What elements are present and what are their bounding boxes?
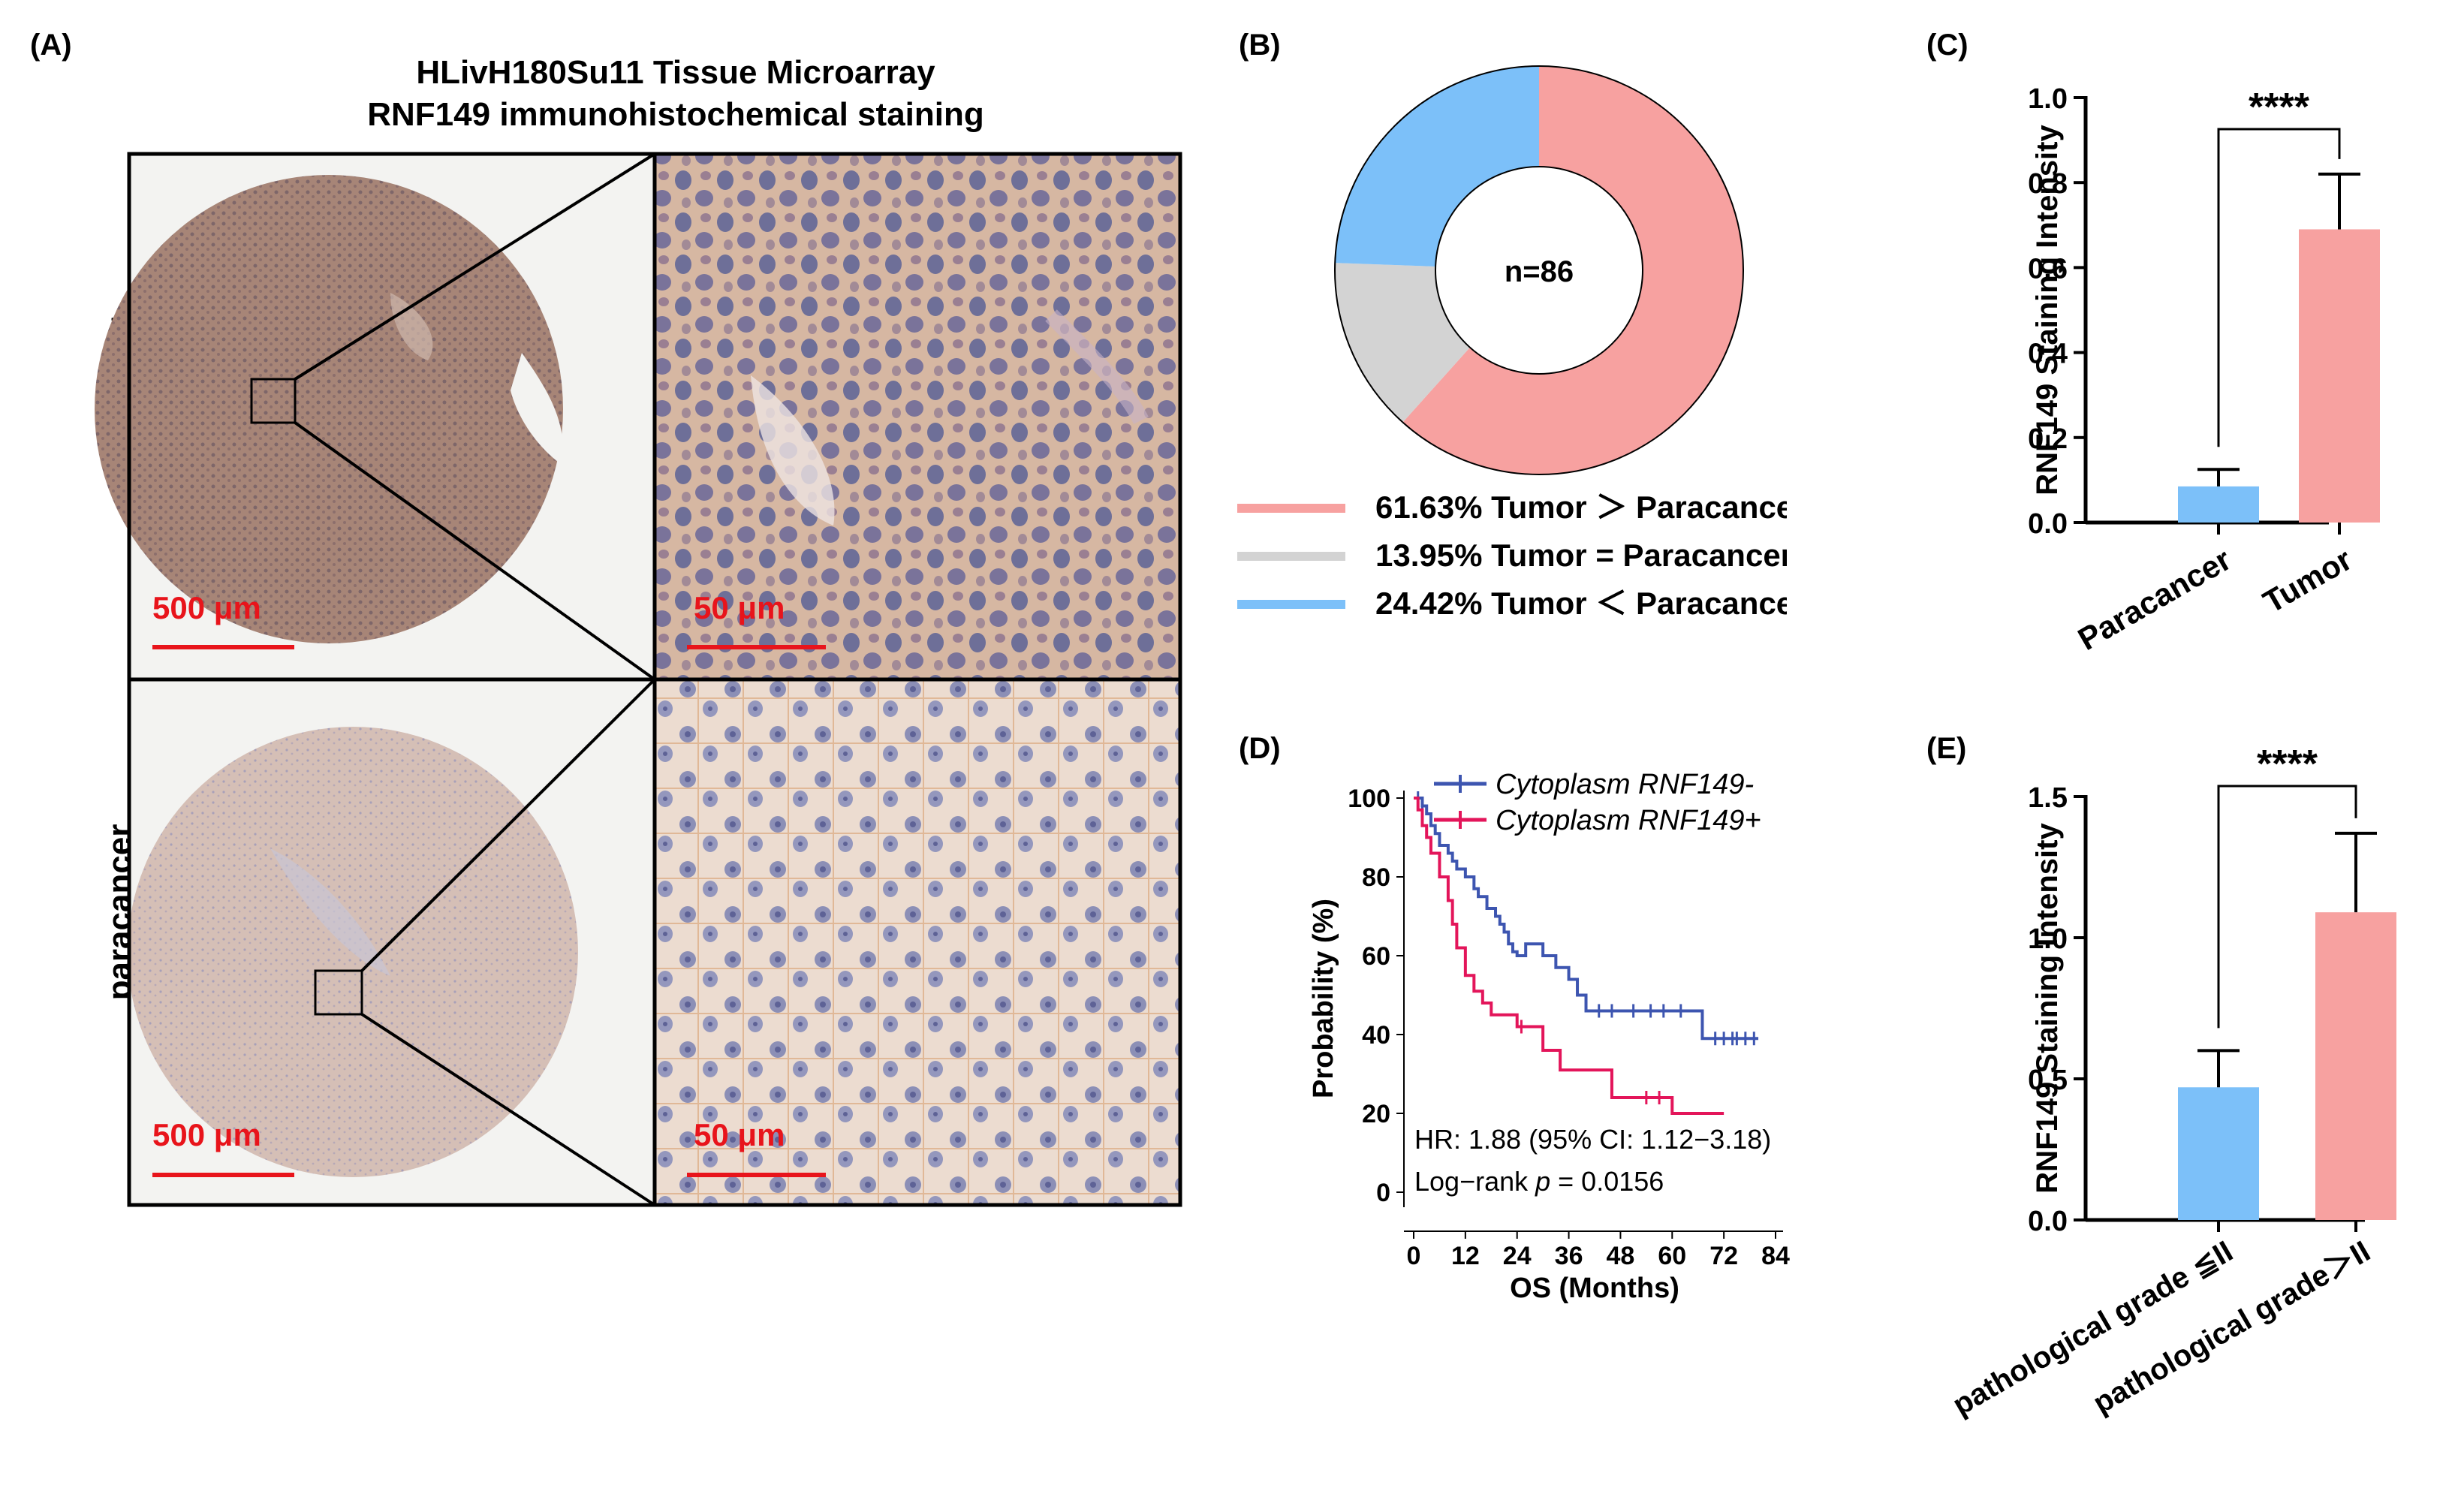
legend-label: 61.63% Tumor ＞ Paracancer bbox=[1375, 489, 1787, 525]
paracancer-highmag-image bbox=[655, 679, 1180, 1205]
x-axis-title: OS (Months) bbox=[1510, 1273, 1679, 1304]
x-tick-label: Tumor bbox=[2258, 541, 2358, 619]
y-tick-label: 0 bbox=[1376, 1179, 1390, 1207]
legend-label: 24.42% Tumor ＜ Paracancer bbox=[1375, 586, 1787, 621]
bar-1 bbox=[2299, 229, 2380, 523]
x-tick-label: 36 bbox=[1555, 1242, 1583, 1270]
bar-chart-c: 0.0 0.2 0.4 0.6 0.8 1.0 Paracancer Tumor **** RNF… bbox=[2028, 83, 2380, 657]
paracancer-zoom-box bbox=[314, 969, 363, 1016]
significance-bracket bbox=[2217, 785, 2357, 1029]
y-tick-label: 80 bbox=[1362, 863, 1390, 892]
bar-0 bbox=[2178, 1087, 2259, 1220]
x-tick-label: 72 bbox=[1709, 1242, 1738, 1270]
panel-label-c: (C) bbox=[1926, 29, 1968, 62]
y-tick-label: 0.0 bbox=[2028, 1206, 2068, 1237]
legend-label: 13.95% Tumor = Paracancer bbox=[1375, 538, 1787, 573]
x-tick-label: 24 bbox=[1503, 1242, 1532, 1270]
y-tick-label: 100 bbox=[1348, 785, 1390, 813]
tumor-highmag-image bbox=[655, 154, 1180, 679]
legend-label: Cytoplasm RNF149+ bbox=[1496, 805, 1761, 836]
y-axis-title: RNF149 Staining Intensity bbox=[2031, 823, 2064, 1194]
x-tick-label: 48 bbox=[1607, 1242, 1635, 1270]
x-tick-label: Paracancer bbox=[2072, 541, 2237, 657]
scale-label-paracancer-highmag: 50 μm bbox=[694, 1117, 785, 1152]
y-tick-label: 0.8 bbox=[2028, 168, 2068, 200]
scale-label-tumor-highmag: 50 μm bbox=[694, 590, 785, 625]
y-tick-label: 0.5 bbox=[2028, 1065, 2068, 1096]
x-tick-label: 0 bbox=[1407, 1242, 1421, 1270]
legend-label: Cytoplasm RNF149- bbox=[1496, 769, 1754, 800]
y-tick-label: 1.0 bbox=[2028, 923, 2068, 955]
x-tick-label: 60 bbox=[1658, 1242, 1686, 1270]
panel-label-d: (D) bbox=[1239, 732, 1281, 765]
x-tick-label: 84 bbox=[1761, 1242, 1790, 1270]
significance-stars: **** bbox=[2257, 742, 2318, 786]
donut-center-label: n=86 bbox=[1505, 255, 1574, 288]
y-tick-label: 60 bbox=[1362, 942, 1390, 971]
donut-chart: n=86 61.63% Tumor ＞ Paracancer 13.95% Tum… bbox=[1237, 65, 1787, 621]
donut-outline bbox=[1334, 65, 1744, 475]
y-tick-label: 0.2 bbox=[2028, 423, 2068, 455]
y-axis-title: RNF149 Staining Intensity bbox=[2031, 125, 2064, 495]
km-curve bbox=[1414, 797, 1724, 1115]
km-chart-d: 0 20 40 60 80 100 0 12 24 36 48 60 72 84 OS (Months) Pr… bbox=[1308, 769, 1790, 1304]
y-tick-label: 0.6 bbox=[2028, 253, 2068, 285]
y-axis-title: Probability (%) bbox=[1308, 899, 1339, 1098]
bar-1 bbox=[2315, 912, 2396, 1220]
km-curve bbox=[1414, 797, 1759, 1041]
tumor-zoom-box bbox=[250, 378, 297, 424]
logrank-annotation: Log−rank p = 0.0156 bbox=[1414, 1166, 1664, 1197]
histology-title-line1: HLivH180Su11 Tissue Microarray bbox=[416, 54, 935, 91]
panel-label-a: (A) bbox=[30, 29, 72, 62]
panel-label-b: (B) bbox=[1239, 29, 1281, 62]
y-tick-label: 0.0 bbox=[2028, 508, 2068, 540]
y-tick-label: 0.4 bbox=[2028, 339, 2068, 370]
x-tick-label: 12 bbox=[1451, 1242, 1480, 1270]
panel-label-e: (E) bbox=[1926, 732, 1967, 765]
scale-label-paracancer-lowmag: 500 μm bbox=[152, 1117, 261, 1152]
hr-annotation: HR: 1.88 (95% CI: 1.12−3.18) bbox=[1414, 1124, 1771, 1155]
significance-bracket bbox=[2217, 128, 2341, 447]
histology-figure bbox=[95, 152, 1182, 1207]
scale-label-tumor-lowmag: 500 μm bbox=[152, 590, 261, 625]
histology-title-line2: RNF149 immunohistochemical staining bbox=[367, 96, 984, 133]
y-tick-label: 40 bbox=[1362, 1021, 1390, 1050]
significance-stars: **** bbox=[2249, 86, 2310, 129]
y-tick-label: 1.5 bbox=[2028, 782, 2068, 814]
y-tick-label: 20 bbox=[1362, 1100, 1390, 1128]
bar-0 bbox=[2178, 486, 2259, 523]
y-tick-label: 1.0 bbox=[2028, 83, 2068, 115]
tumor-tissue-core bbox=[95, 175, 563, 643]
